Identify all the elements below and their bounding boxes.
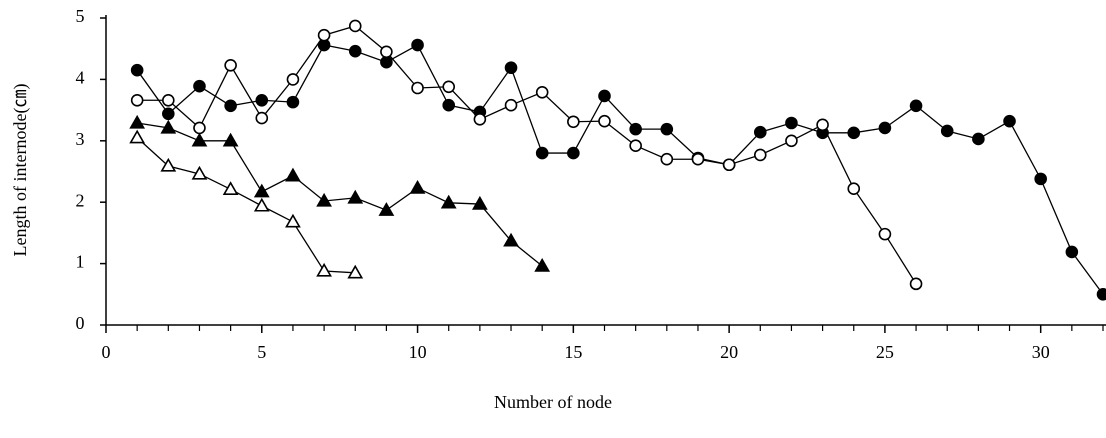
y-tick-label: 5: [76, 6, 85, 26]
marker: [660, 122, 674, 136]
marker: [598, 114, 611, 128]
marker: [411, 81, 424, 95]
marker: [442, 98, 456, 112]
marker: [222, 181, 239, 195]
marker: [691, 152, 705, 166]
x-tick-label: 15: [564, 342, 582, 362]
marker: [130, 93, 144, 107]
marker: [504, 98, 518, 112]
marker: [162, 93, 175, 107]
marker: [193, 121, 206, 135]
marker: [972, 132, 985, 146]
marker: [130, 63, 144, 77]
marker: [1065, 245, 1079, 259]
marker: [348, 19, 362, 33]
marker: [1034, 172, 1047, 186]
marker: [660, 152, 674, 166]
marker: [285, 167, 301, 182]
marker: [317, 28, 331, 42]
series-line: [137, 25, 917, 285]
x-tick-label: 5: [257, 342, 266, 362]
marker: [878, 227, 892, 241]
marker: [753, 148, 767, 162]
marker: [378, 202, 395, 216]
marker: [191, 165, 208, 180]
marker: [380, 55, 393, 69]
marker: [160, 119, 177, 134]
marker: [191, 132, 208, 147]
marker: [255, 111, 269, 125]
x-tick-label: 10: [409, 342, 427, 362]
x-tick-label: 25: [876, 342, 894, 362]
y-tick-label: 1: [76, 252, 85, 272]
marker: [629, 139, 642, 153]
marker: [534, 257, 551, 272]
marker: [224, 58, 237, 72]
marker: [878, 121, 892, 135]
marker: [255, 93, 269, 107]
marker: [504, 61, 518, 75]
marker: [348, 44, 362, 58]
marker: [409, 179, 426, 194]
marker: [785, 116, 798, 130]
marker: [193, 79, 206, 93]
marker: [535, 85, 549, 99]
marker: [535, 146, 549, 160]
marker: [567, 146, 580, 160]
y-tick-label: 2: [76, 190, 85, 210]
marker: [347, 264, 364, 279]
marker: [286, 73, 300, 86]
marker: [1096, 288, 1106, 301]
marker: [785, 134, 798, 148]
marker: [442, 80, 456, 94]
marker: [909, 99, 923, 113]
marker: [753, 125, 767, 139]
marker: [411, 38, 424, 52]
y-tick-label: 3: [76, 129, 85, 149]
marker: [567, 115, 580, 129]
marker: [160, 157, 177, 172]
marker: [129, 129, 146, 144]
marker: [440, 194, 457, 209]
marker: [847, 182, 861, 195]
y-tick-label: 4: [76, 68, 85, 88]
marker: [129, 114, 146, 129]
marker: [285, 213, 301, 228]
marker: [286, 95, 300, 109]
x-tick-label: 30: [1032, 342, 1050, 362]
marker: [909, 277, 923, 291]
marker: [598, 89, 611, 103]
marker: [316, 262, 332, 277]
marker: [629, 122, 642, 136]
marker: [316, 192, 332, 207]
marker: [722, 158, 736, 172]
series-line: [136, 44, 1104, 295]
marker: [816, 118, 829, 132]
marker: [224, 99, 237, 113]
marker: [473, 113, 487, 126]
marker: [347, 189, 364, 204]
marker: [253, 183, 270, 198]
series-line: [137, 122, 543, 267]
marker: [253, 197, 270, 212]
x-tick-label: 0: [102, 342, 111, 362]
marker: [471, 195, 488, 210]
marker: [222, 132, 239, 147]
y-axis-title: Length of internode(㎝): [10, 84, 31, 257]
marker: [940, 124, 954, 138]
marker: [380, 45, 393, 59]
x-tick-label: 20: [720, 342, 738, 362]
y-tick-label: 0: [76, 313, 85, 333]
marker: [503, 232, 519, 247]
x-axis-title: Number of node: [494, 392, 612, 412]
marker: [847, 126, 861, 140]
marker: [1003, 114, 1016, 128]
marker: [162, 107, 175, 121]
